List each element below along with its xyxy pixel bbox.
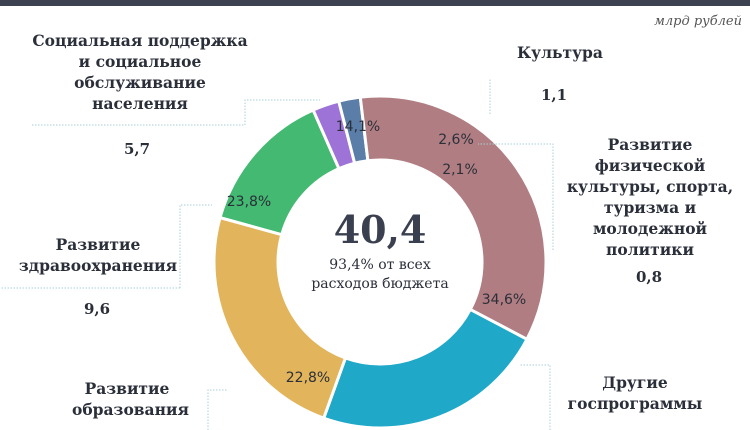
label-sport-l3: туризма и bbox=[603, 198, 697, 217]
label-education: Развитие образования bbox=[72, 378, 189, 420]
top-accent-bar bbox=[0, 0, 750, 6]
label-sport-l2: культуры, спорта, bbox=[566, 177, 734, 196]
label-social-l2: и социальное bbox=[78, 52, 202, 71]
leader-line-0 bbox=[32, 99, 320, 126]
donut-slice-3 bbox=[358, 94, 548, 342]
label-sport-l1: Развитие физической bbox=[594, 135, 706, 175]
percent-label-3: 34,6% bbox=[482, 292, 526, 308]
value-social: 5,7 bbox=[124, 140, 151, 158]
donut-slice-4 bbox=[321, 307, 529, 430]
label-social-l4: населения bbox=[92, 94, 188, 113]
center-subtitle: 93,4% от всех расходов бюджета bbox=[300, 256, 460, 294]
label-sport: Развитие физической культуры, спорта, ту… bbox=[550, 134, 750, 260]
label-social-l1: Социальная поддержка bbox=[32, 31, 248, 50]
label-health-l2: здравоохранения bbox=[18, 256, 178, 275]
label-culture: Культура bbox=[517, 43, 603, 62]
leader-line-3 bbox=[179, 204, 212, 288]
center-total-value: 40,4 bbox=[333, 207, 427, 252]
value-culture: 1,1 bbox=[541, 86, 568, 104]
label-health: Развитие здравоохранения bbox=[18, 234, 178, 276]
center-subtitle-line2: расходов бюджета bbox=[311, 276, 449, 292]
percent-label-2: 2,1% bbox=[442, 162, 478, 178]
label-social: Социальная поддержка и социальное обслуж… bbox=[30, 30, 250, 114]
value-health: 9,6 bbox=[84, 300, 111, 318]
value-sport: 0,8 bbox=[636, 268, 663, 286]
percent-label-1: 2,6% bbox=[438, 132, 474, 148]
label-other-l2: госпрограммы bbox=[567, 394, 703, 413]
label-education-l1: Развитие bbox=[84, 379, 170, 398]
percent-label-5: 23,8% bbox=[227, 194, 271, 210]
leader-line-4 bbox=[207, 389, 228, 430]
percent-label-4: 22,8% bbox=[286, 370, 330, 386]
unit-label: млрд рублей bbox=[654, 14, 742, 29]
label-other-l1: Другие bbox=[602, 373, 668, 392]
donut-slice-5 bbox=[212, 215, 348, 421]
center-subtitle-line1: 93,4% от всех bbox=[329, 257, 431, 273]
label-sport-l5: политики bbox=[606, 240, 694, 259]
percent-label-0: 14,1% bbox=[336, 119, 380, 135]
label-health-l1: Развитие bbox=[55, 235, 141, 254]
leader-line-5 bbox=[520, 364, 551, 430]
leader-line-6 bbox=[478, 143, 554, 250]
label-sport-l4: молодежной bbox=[592, 219, 708, 238]
label-social-l3: обслуживание bbox=[74, 73, 206, 92]
label-other: Другие госпрограммы bbox=[560, 372, 710, 414]
label-education-l2: образования bbox=[72, 400, 189, 419]
